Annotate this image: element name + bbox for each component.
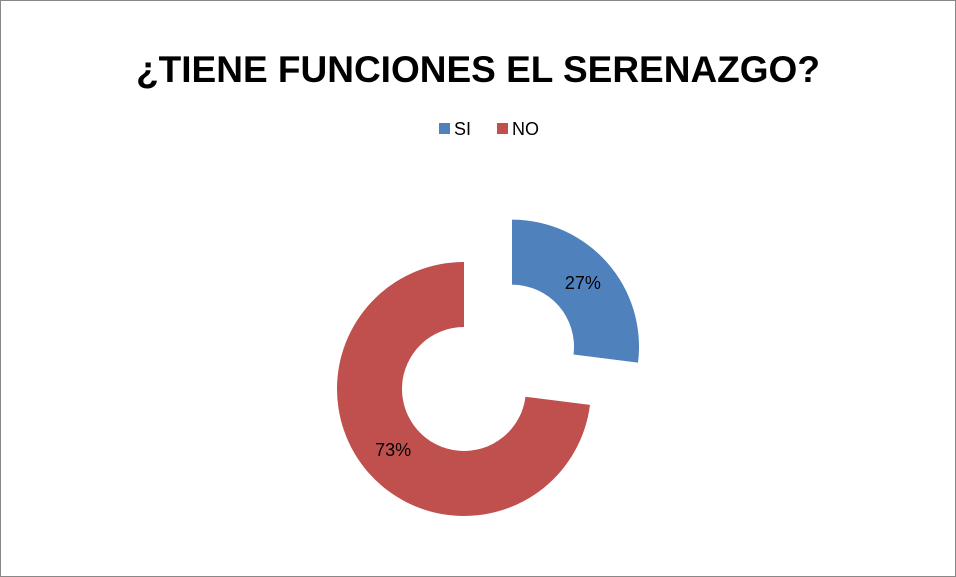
legend-swatch xyxy=(497,123,508,134)
legend-label: NO xyxy=(512,119,539,139)
chart-title: ¿TIENE FUNCIONES EL SERENAZGO? xyxy=(136,49,820,90)
legend-label: SI xyxy=(454,119,471,139)
legend-swatch xyxy=(439,123,450,134)
data-label: 73% xyxy=(375,440,411,460)
data-label: 27% xyxy=(565,273,601,293)
donut-slice xyxy=(512,219,640,363)
donut-slice xyxy=(337,262,590,516)
